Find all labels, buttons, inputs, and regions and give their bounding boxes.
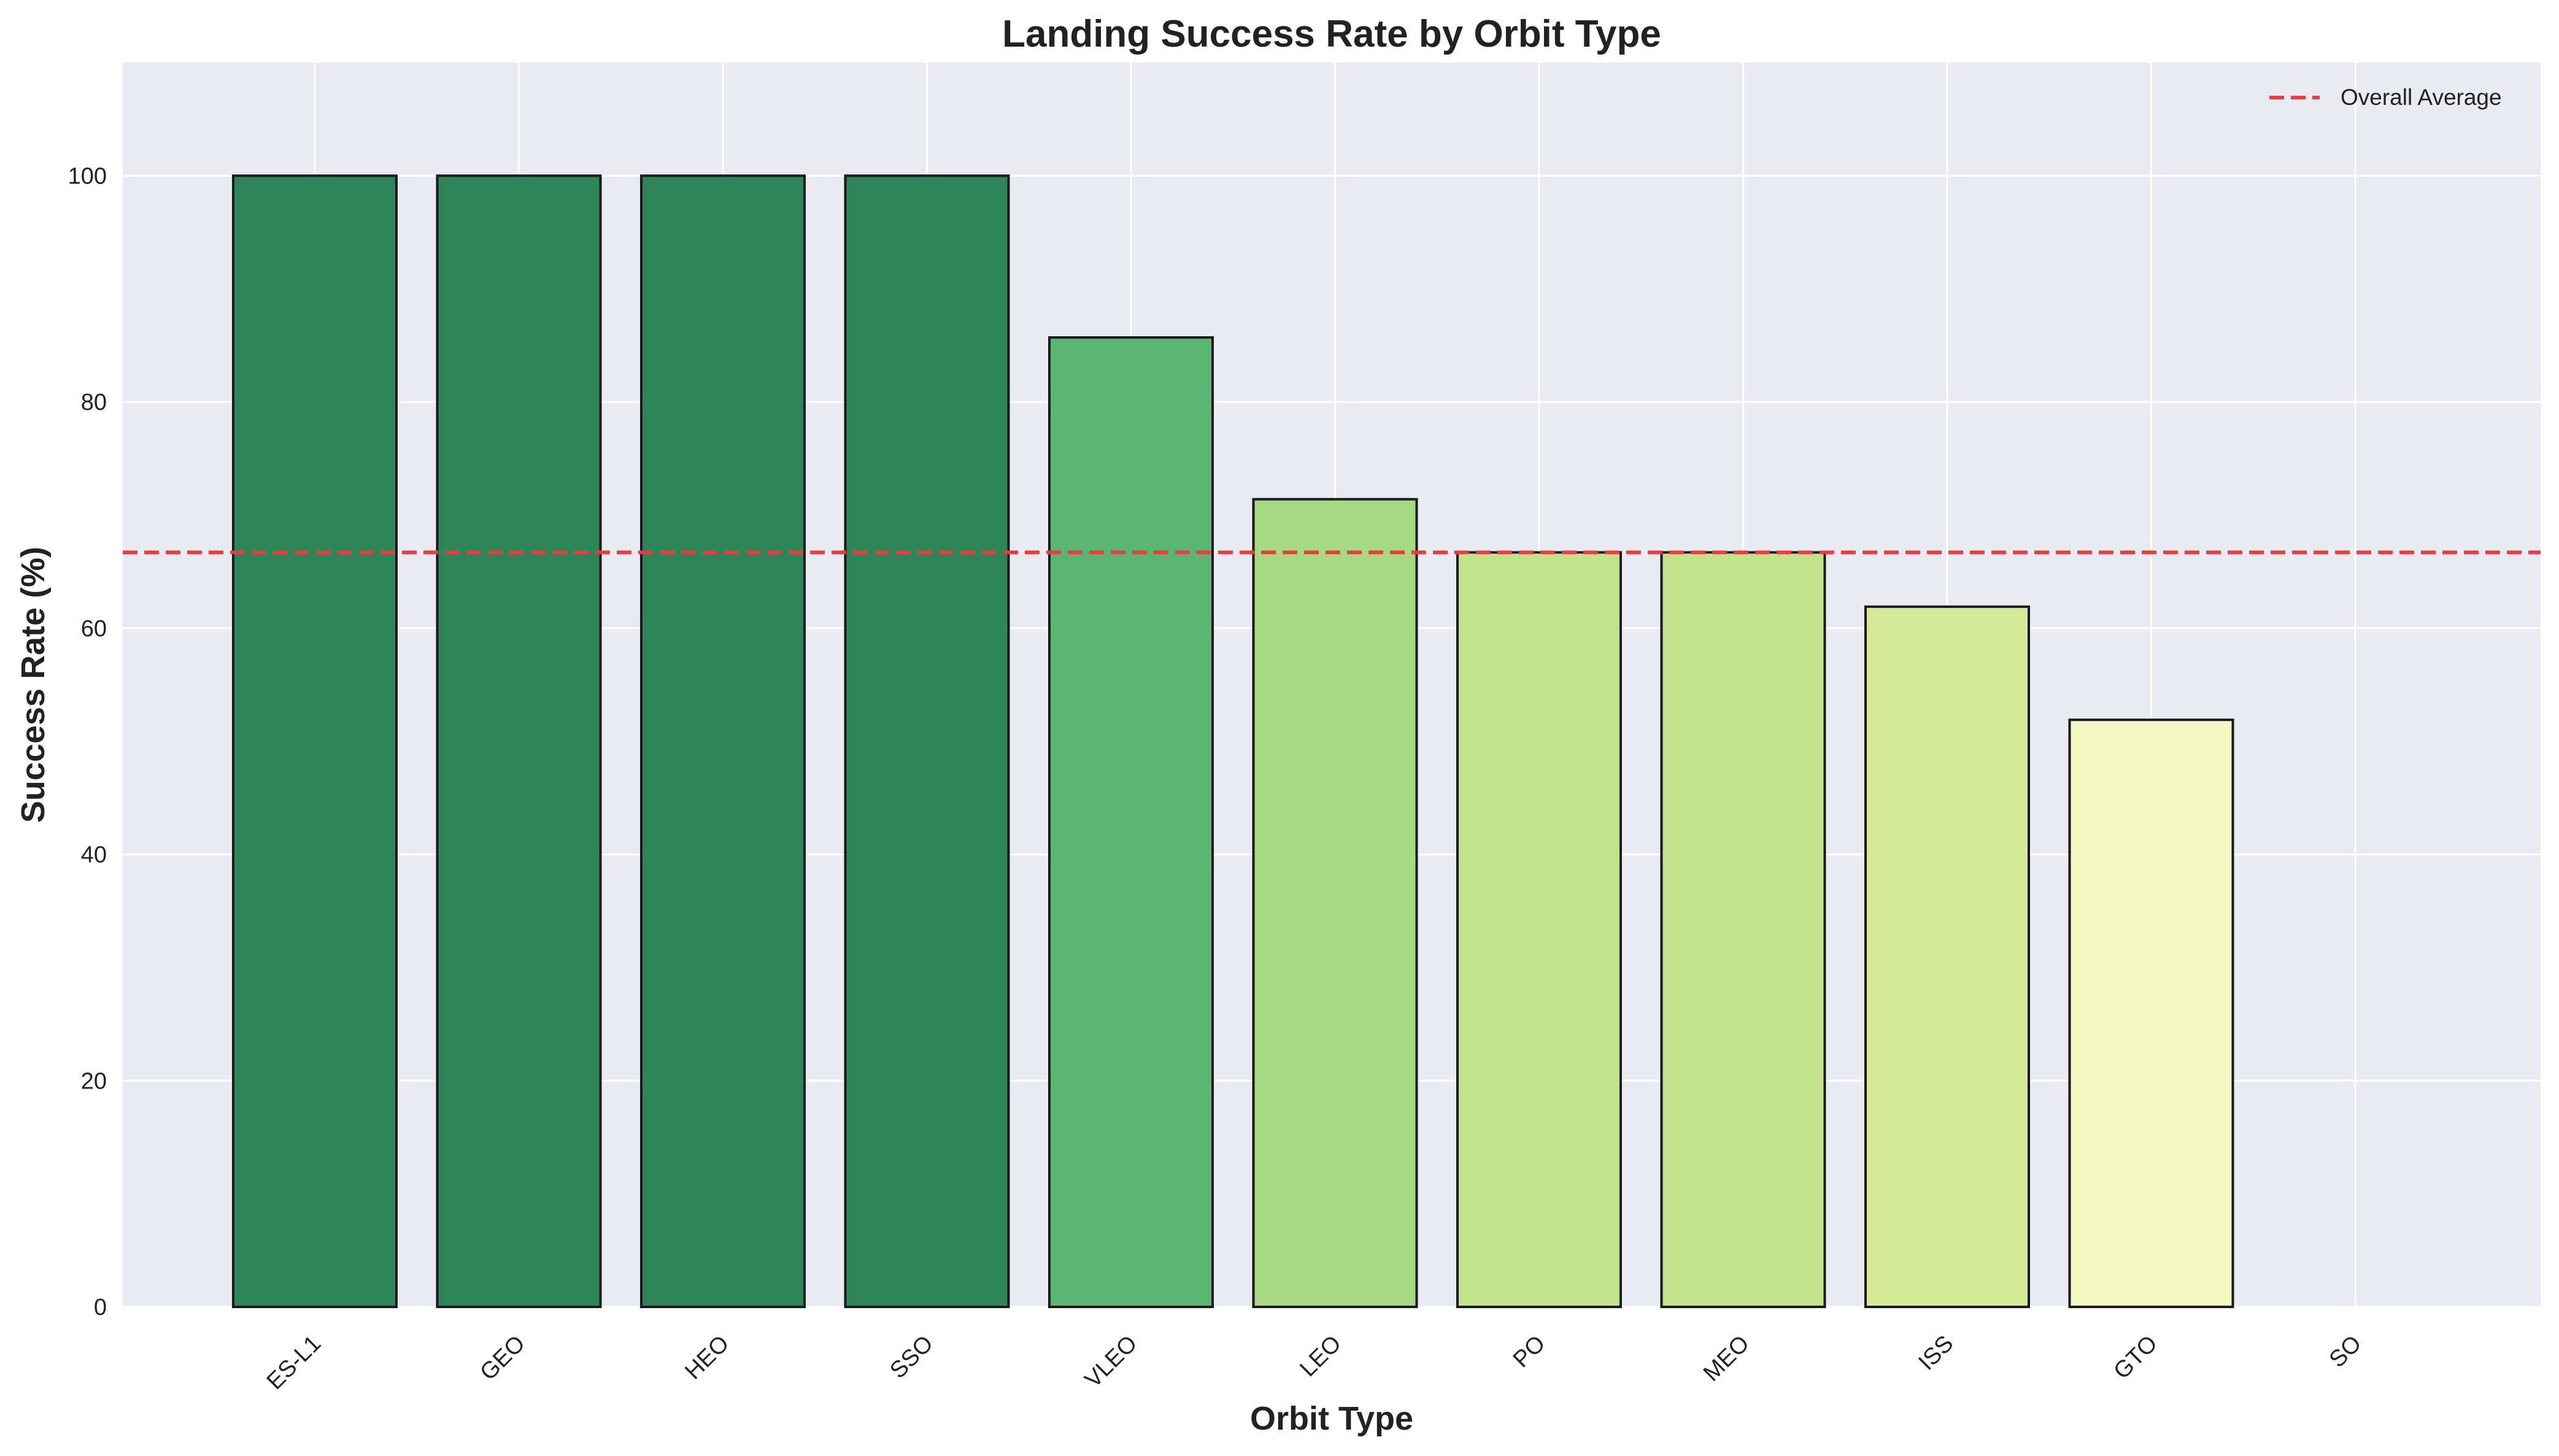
y-tick-60: 60 bbox=[81, 616, 107, 642]
x-tick-po: PO bbox=[1508, 1331, 1551, 1373]
x-tick-leo: LEO bbox=[1295, 1331, 1346, 1382]
x-tick-geo: GEO bbox=[475, 1331, 530, 1385]
y-tick-labels: 0 20 40 60 80 100 bbox=[68, 163, 107, 1320]
bar-heo bbox=[640, 174, 806, 1308]
y-tick-80: 80 bbox=[81, 390, 107, 415]
bar-leo bbox=[1252, 498, 1418, 1308]
y-tick-20: 20 bbox=[81, 1068, 107, 1094]
chart-title: Landing Success Rate by Orbit Type bbox=[1002, 13, 1661, 55]
x-tick-meo: MEO bbox=[1699, 1331, 1754, 1387]
y-tick-0: 0 bbox=[94, 1295, 107, 1320]
x-tick-iss: ISS bbox=[1913, 1331, 1958, 1376]
x-tick-heo: HEO bbox=[680, 1331, 734, 1385]
legend: Overall Average bbox=[2269, 85, 2502, 110]
y-tick-40: 40 bbox=[81, 842, 107, 868]
bar-gto bbox=[2068, 718, 2234, 1308]
y-tick-100: 100 bbox=[68, 163, 107, 189]
bar-iss bbox=[1864, 605, 2030, 1308]
x-tick-labels: ES-L1 GEO HEO SSO VLEO LEO PO MEO ISS GTO SO bbox=[262, 1331, 2366, 1395]
bar-po bbox=[1456, 551, 1622, 1308]
bar-es-l1 bbox=[232, 174, 398, 1308]
x-tick-es-l1: ES-L1 bbox=[262, 1331, 326, 1395]
x-tick-sso: SSO bbox=[885, 1331, 938, 1384]
x-axis-label: Orbit Type bbox=[1250, 1400, 1413, 1437]
bars-group bbox=[232, 174, 2234, 1308]
y-axis-label: Success Rate (%) bbox=[15, 547, 52, 823]
bar-geo bbox=[436, 174, 602, 1308]
bar-meo bbox=[1660, 551, 1826, 1308]
legend-label-overall-average: Overall Average bbox=[2341, 85, 2502, 110]
x-tick-gto: GTO bbox=[2109, 1331, 2162, 1384]
x-tick-vleo: VLEO bbox=[1080, 1331, 1142, 1393]
x-tick-so: SO bbox=[2325, 1331, 2367, 1373]
bar-vleo bbox=[1048, 336, 1214, 1308]
bar-sso bbox=[844, 174, 1010, 1308]
